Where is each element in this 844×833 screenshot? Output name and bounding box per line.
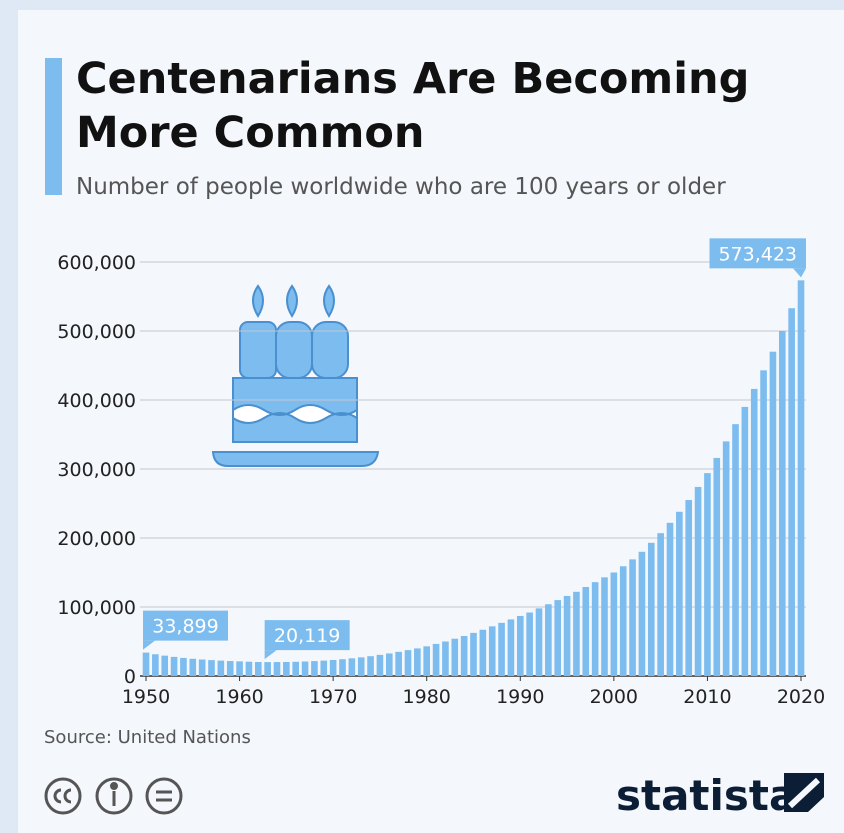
bar xyxy=(788,308,795,676)
bar xyxy=(489,626,496,676)
bar xyxy=(358,657,365,676)
bar xyxy=(227,661,234,676)
bar xyxy=(554,600,561,676)
bar xyxy=(760,370,767,676)
data-label: 20,119 xyxy=(274,625,340,647)
x-tick-label: 1950 xyxy=(122,686,170,708)
bar xyxy=(751,389,758,676)
bar xyxy=(657,533,664,676)
y-tick-label: 600,000 xyxy=(57,252,136,274)
bar xyxy=(480,630,487,676)
bar xyxy=(742,407,749,676)
bar xyxy=(199,660,206,676)
bar xyxy=(442,642,449,677)
page: Centenarians Are Becoming More Common Nu… xyxy=(0,0,844,833)
bar xyxy=(143,653,150,676)
bar xyxy=(405,650,412,676)
y-tick-label: 400,000 xyxy=(57,390,136,412)
bar xyxy=(264,662,271,676)
bar xyxy=(639,552,646,676)
bar xyxy=(779,331,786,676)
bar xyxy=(180,658,187,676)
data-label: 33,899 xyxy=(152,616,218,638)
y-tick-label: 300,000 xyxy=(57,459,136,481)
bar xyxy=(685,500,692,676)
bar xyxy=(629,559,636,676)
bar xyxy=(526,613,533,676)
bar xyxy=(508,619,515,676)
bar xyxy=(377,655,384,676)
bar xyxy=(395,652,402,676)
x-tick-label: 1960 xyxy=(215,686,263,708)
bar xyxy=(161,656,168,676)
bar xyxy=(414,648,421,676)
chart-title: More Common xyxy=(76,108,425,158)
source: Source: United Nations xyxy=(44,727,251,748)
bar xyxy=(470,633,477,676)
bar xyxy=(798,280,805,676)
x-tick-label: 1980 xyxy=(403,686,451,708)
bar xyxy=(171,657,178,676)
x-tick-label: 1970 xyxy=(309,686,357,708)
bar xyxy=(620,566,627,676)
bar xyxy=(723,441,730,676)
y-tick-label: 0 xyxy=(124,666,136,688)
bar xyxy=(349,658,356,676)
x-tick-label: 2010 xyxy=(683,686,731,708)
bar xyxy=(236,661,243,676)
y-tick-label: 500,000 xyxy=(57,321,136,343)
bar xyxy=(695,487,702,676)
x-tick-label: 1990 xyxy=(496,686,544,708)
bar xyxy=(732,424,739,676)
bar xyxy=(498,623,505,676)
bar xyxy=(582,587,589,676)
bar xyxy=(676,512,683,676)
bar xyxy=(536,608,543,676)
bar xyxy=(339,659,346,676)
bar xyxy=(461,636,468,676)
bar xyxy=(302,662,309,676)
bar xyxy=(152,654,159,676)
bar xyxy=(667,523,674,676)
y-tick-label: 100,000 xyxy=(57,597,136,619)
bar xyxy=(274,662,281,676)
bar xyxy=(592,582,599,676)
bar xyxy=(611,573,618,677)
bar xyxy=(189,659,196,676)
bar xyxy=(564,596,571,676)
brand: statista xyxy=(616,771,797,820)
bar xyxy=(330,660,337,676)
bar xyxy=(218,661,225,676)
bar xyxy=(386,653,393,676)
data-label: 573,423 xyxy=(718,243,797,265)
chart: Centenarians Are Becoming More Common Nu… xyxy=(0,0,844,833)
bar xyxy=(255,662,262,676)
bar xyxy=(208,660,215,676)
bar xyxy=(292,662,299,676)
bar xyxy=(433,644,440,676)
bar xyxy=(713,458,720,676)
x-tick-label: 2020 xyxy=(777,686,825,708)
bar xyxy=(648,543,655,676)
bar xyxy=(573,592,580,676)
chart-title: Centenarians Are Becoming xyxy=(76,54,749,104)
bar xyxy=(704,473,711,676)
bar xyxy=(283,662,290,676)
bar xyxy=(367,656,374,676)
bar xyxy=(423,646,430,676)
bar xyxy=(601,577,608,676)
bar xyxy=(545,604,552,676)
bar xyxy=(451,639,458,676)
chart-subtitle: Number of people worldwide who are 100 y… xyxy=(76,174,726,200)
bar xyxy=(517,616,524,676)
bar xyxy=(770,352,777,676)
y-tick-label: 200,000 xyxy=(57,528,136,550)
bar xyxy=(246,662,253,676)
bar xyxy=(311,661,318,676)
x-tick-label: 2000 xyxy=(590,686,638,708)
bar xyxy=(320,661,327,676)
title-accent xyxy=(45,58,62,195)
